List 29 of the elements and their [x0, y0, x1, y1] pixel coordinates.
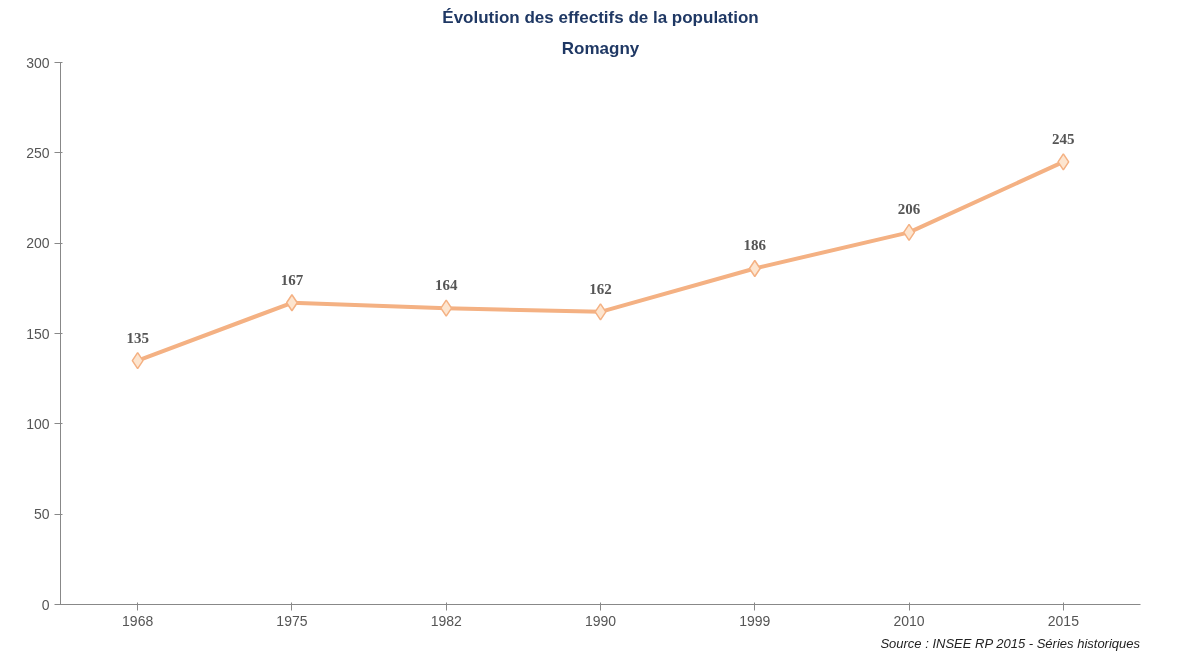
- chart-subtitle: Romagny: [561, 38, 640, 58]
- data-label: 245: [1052, 130, 1075, 147]
- y-tick-label: 200: [26, 235, 50, 252]
- y-tick-label: 50: [33, 506, 50, 523]
- x-tick-label: 1975: [276, 612, 308, 629]
- x-tick-label: 1968: [122, 612, 154, 629]
- x-tick-label: 1982: [430, 612, 462, 629]
- y-tick-label: 250: [26, 144, 50, 161]
- point: [440, 299, 453, 317]
- data-label: 186: [743, 237, 767, 254]
- source-note: Source : INSEE RP 2015 - Séries historiques: [880, 635, 1141, 651]
- x-tick-label: 1999: [739, 612, 771, 629]
- y-tick-label: 100: [26, 415, 50, 432]
- y-tick-label: 300: [26, 54, 50, 71]
- point: [285, 294, 299, 312]
- data-label: 162: [589, 280, 612, 297]
- chart-title: Évolution des effectifs de la population: [442, 7, 759, 27]
- point: [902, 223, 916, 242]
- data-label: 167: [280, 271, 304, 288]
- point: [1057, 153, 1070, 171]
- point: [594, 303, 607, 321]
- x-tick-label: 2015: [1047, 612, 1080, 629]
- data-label: 206: [897, 201, 921, 218]
- y-tick-label: 0: [41, 596, 50, 613]
- x-tick-label: 2010: [893, 612, 925, 629]
- data-label: 135: [126, 329, 149, 346]
- x-tick-label: 1990: [584, 612, 617, 629]
- y-tick-label: 150: [26, 325, 50, 342]
- data-label: 164: [434, 277, 458, 294]
